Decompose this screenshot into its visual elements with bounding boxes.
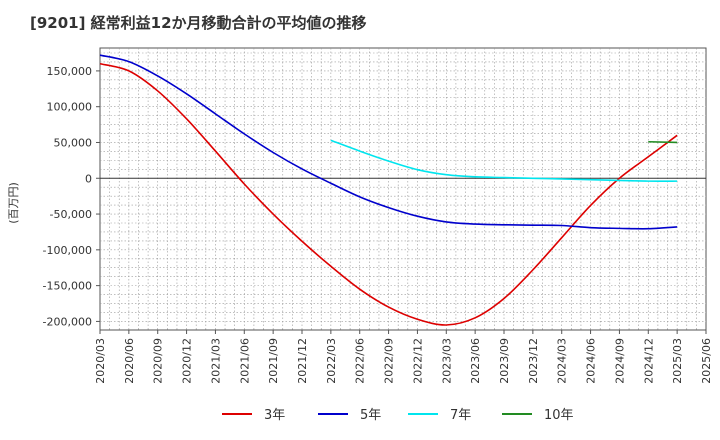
series-lines xyxy=(99,54,678,326)
x-tick-label: 2023/09 xyxy=(498,338,511,384)
x-tick-label: 2023/03 xyxy=(440,338,453,384)
series-line-10年 xyxy=(648,140,678,144)
x-tick-label: 2020/12 xyxy=(181,338,194,384)
y-tick-label: -200,000 xyxy=(43,315,92,328)
x-tick-label: 2021/12 xyxy=(296,338,309,384)
grid xyxy=(99,47,707,331)
x-tick-label: 2024/12 xyxy=(642,338,655,384)
plot-frame xyxy=(99,47,707,331)
legend-label: 3年 xyxy=(264,408,285,423)
x-tick-label: 2022/06 xyxy=(354,338,367,384)
x-tick-label: 2022/09 xyxy=(383,338,396,384)
legend-label: 10年 xyxy=(544,408,574,423)
series-line-3年 xyxy=(99,62,678,326)
legend-label: 5年 xyxy=(360,408,381,423)
y-axis-label: (百万円) xyxy=(7,182,20,224)
axes: 150,000 100,000 50,000 0 -50,000 -100,000 -150… xyxy=(43,65,713,384)
series-line-5年 xyxy=(99,54,678,230)
x-tick-label: 2020/09 xyxy=(152,338,165,384)
y-tick-label: -100,000 xyxy=(43,244,92,257)
x-tick-label: 2021/06 xyxy=(238,338,251,384)
x-tick-label: 2021/09 xyxy=(267,338,280,384)
x-tick-label: 2023/06 xyxy=(469,338,482,384)
x-tick-label: 2024/06 xyxy=(585,338,598,384)
x-tick-label: 2021/03 xyxy=(209,338,222,384)
series-line-7年 xyxy=(330,139,678,182)
y-tick-label: 0 xyxy=(85,172,92,185)
x-tick-label: 2024/03 xyxy=(556,338,569,384)
x-tick-label: 2022/12 xyxy=(411,338,424,384)
x-tick-label: 2023/12 xyxy=(527,338,540,384)
y-tick-label: 150,000 xyxy=(47,65,93,78)
x-tick-label: 2020/03 xyxy=(94,338,107,384)
x-tick-label: 2020/06 xyxy=(123,338,136,384)
x-tick-label: 2024/09 xyxy=(613,338,626,384)
x-tick-label: 2025/06 xyxy=(700,338,713,384)
y-tick-label: -50,000 xyxy=(50,208,92,221)
y-tick-label: -150,000 xyxy=(43,280,92,293)
y-tick-label: 50,000 xyxy=(54,136,93,149)
chart-title: [9201] 経常利益12か月移動合計の平均値の推移 xyxy=(30,14,367,32)
x-tick-label: 2022/03 xyxy=(325,338,338,384)
legend: 3年 5年 7年 10年 xyxy=(222,408,574,423)
legend-label: 7年 xyxy=(450,408,471,423)
y-tick-label: 100,000 xyxy=(47,101,93,114)
x-tick-label: 2025/03 xyxy=(671,338,684,384)
